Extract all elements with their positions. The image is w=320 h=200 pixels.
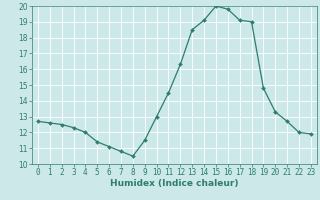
X-axis label: Humidex (Indice chaleur): Humidex (Indice chaleur)	[110, 179, 239, 188]
